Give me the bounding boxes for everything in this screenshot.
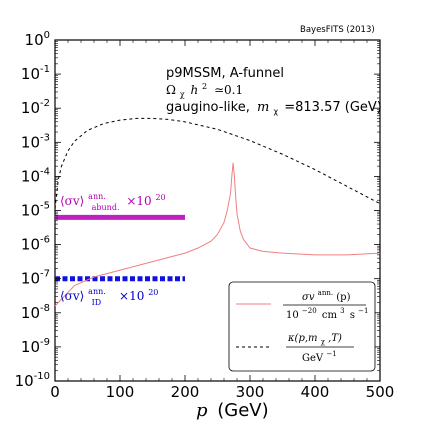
kappa-line: [54, 117, 381, 209]
legend-sigma-num-arg: (p): [336, 292, 350, 303]
id-label: ⟨σv⟩ ann. ID ×10 20: [60, 283, 158, 308]
x-tick-label: 300: [236, 383, 265, 401]
legend-sigma-den-base: 10: [286, 310, 299, 321]
legend-kappa-den: GeV −1: [302, 350, 337, 364]
y-tick-label: 10-10: [15, 371, 50, 390]
mass-chi: χ: [273, 107, 278, 116]
legend: σv ann. (p) 10 −20 cm 3 s −1 κ(p,m χ ,T)…: [228, 281, 376, 372]
legend-kappa-num-main: κ(p,m: [287, 333, 318, 344]
y-tick-exponent: -9: [40, 337, 50, 348]
y-tick-label: 10-7: [21, 269, 50, 288]
x-tick-label: 100: [106, 383, 135, 401]
y-tick-base: 10: [21, 133, 40, 151]
y-tick-exponent: -1: [40, 64, 50, 75]
abund-sigma: ⟨σv⟩: [60, 194, 84, 208]
y-tick-label: 10-4: [21, 166, 50, 185]
y-tick-labels: 10010-110-210-310-410-510-610-710-810-91…: [15, 30, 50, 390]
x-tick-label: 500: [366, 383, 395, 401]
y-tick-label: 10-6: [21, 235, 50, 254]
legend-kappa-den-base: GeV: [302, 353, 324, 364]
legend-kappa-den-exp: −1: [326, 350, 336, 358]
y-tick-base: 10: [21, 167, 40, 185]
y-tick-exponent: -3: [40, 132, 50, 143]
sigma-ann-line: [54, 162, 381, 307]
y-tick-label: 10-8: [21, 303, 50, 322]
relic-value: ≃0.1: [214, 83, 243, 97]
id-sub: ID: [92, 298, 102, 307]
mass-annotation: gaugino-like, m χ =813.57 (GeV): [166, 100, 382, 118]
id-factor-exp: 20: [148, 288, 158, 297]
x-axis-unit: (GeV): [217, 400, 268, 421]
relic-h-exp: 2: [202, 82, 207, 91]
legend-sigma-den-s: s: [350, 310, 355, 321]
legend-sigma-den-exp: −20: [302, 307, 317, 315]
abund-factor: ×10: [126, 194, 151, 208]
model-annotation: p9MSSM, A-funnel: [166, 66, 284, 81]
abund-label: ⟨σv⟩ ann. abund. ×10 20: [60, 188, 166, 213]
y-tick-exponent: -7: [40, 269, 50, 280]
gaugino-text: gaugino-like,: [166, 100, 250, 115]
y-tick-base: 10: [21, 65, 40, 83]
id-sigma: ⟨σv⟩: [60, 289, 84, 303]
x-tick-label: 400: [301, 383, 330, 401]
legend-sigma-num-main: σv: [302, 292, 315, 303]
legend-kappa-num-rest: ,T): [328, 333, 342, 344]
y-tick-base: 10: [21, 270, 40, 288]
mass-symbol: m: [257, 100, 269, 115]
y-tick-exponent: -5: [40, 201, 50, 212]
abund-factor-exp: 20: [155, 193, 165, 202]
y-tick-label: 10-2: [21, 98, 50, 117]
y-tick-exponent: -8: [40, 303, 50, 314]
x-axis-label: p (GeV): [196, 400, 269, 421]
relic-annotation: Ω χ h 2 ≃0.1: [166, 78, 243, 100]
legend-sigma-den-s-exp: −1: [358, 307, 368, 315]
credit-label: BayesFITS (2013): [300, 25, 375, 35]
legend-sigma-den: 10 −20 cm 3 s −1: [286, 305, 368, 321]
series-layer: [54, 117, 381, 307]
relic-h: h: [190, 83, 198, 97]
y-tick-label: 10-1: [21, 64, 50, 83]
y-tick-exponent: -4: [40, 166, 50, 177]
y-tick-base: 10: [21, 202, 40, 220]
legend-kappa-num-sub: χ: [321, 338, 326, 346]
y-tick-exponent: -6: [40, 235, 50, 246]
y-tick-exponent: 0: [44, 30, 50, 41]
legend-kappa-num: κ(p,m χ ,T): [287, 333, 342, 347]
legend-sigma-den-unit-exp: 3: [340, 307, 344, 315]
id-sup: ann.: [88, 287, 106, 296]
y-tick-base: 10: [21, 236, 40, 254]
x-axis-var: p: [196, 400, 208, 421]
mass-value: =813.57 (GeV): [284, 100, 382, 115]
y-tick-exponent: -10: [34, 371, 50, 382]
ticks-layer: [54, 39, 381, 382]
y-tick-label: 10-9: [21, 337, 50, 356]
y-tick-base: 10: [25, 31, 44, 49]
relic-chi: χ: [180, 90, 185, 99]
legend-sigma-den-unit: cm: [322, 310, 338, 321]
y-tick-label: 10-3: [21, 132, 50, 151]
y-tick-exponent: -2: [40, 98, 50, 109]
y-tick-base: 10: [21, 99, 40, 117]
y-tick-base: 10: [21, 304, 40, 322]
x-tick-labels: 0 100 200 300 400 500: [50, 383, 394, 401]
x-tick-label: 0: [50, 383, 60, 401]
id-factor: ×10: [119, 289, 144, 303]
y-tick-label: 10-5: [21, 201, 50, 220]
abund-sub: abund.: [92, 203, 120, 212]
y-tick-label: 100: [25, 30, 50, 49]
legend-sigma-num-sup: ann.: [318, 289, 333, 297]
y-tick-base: 10: [21, 338, 40, 356]
relic-omega: Ω: [166, 83, 176, 97]
abund-sup: ann.: [88, 192, 106, 201]
legend-sigma-num: σv ann. (p): [302, 287, 351, 303]
bands-layer: [55, 214, 185, 282]
y-tick-base: 10: [15, 372, 34, 390]
x-tick-label: 200: [171, 383, 200, 401]
